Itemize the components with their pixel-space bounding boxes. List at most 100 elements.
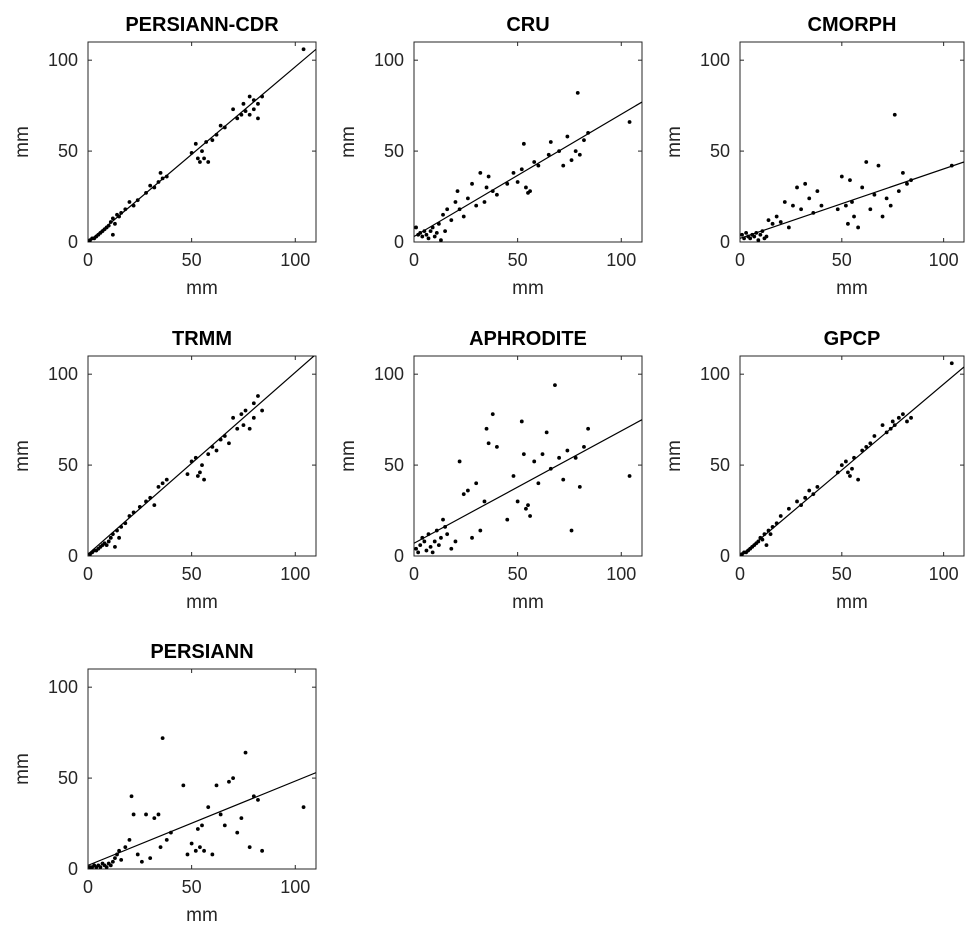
data-point (570, 158, 574, 162)
x-tick-label: 100 (280, 877, 310, 897)
data-point (844, 460, 848, 464)
data-point (628, 474, 632, 478)
chart-title: PERSIANN-CDR (125, 14, 279, 36)
data-point (787, 507, 791, 511)
data-point (885, 196, 889, 200)
data-point (769, 532, 773, 536)
data-point (418, 231, 422, 235)
data-point (235, 427, 239, 431)
data-point (873, 193, 877, 197)
data-point (791, 204, 795, 208)
data-point (470, 182, 474, 186)
data-point (260, 95, 264, 99)
data-point (128, 200, 132, 204)
data-point (252, 794, 256, 798)
data-point (578, 485, 582, 489)
data-point (474, 204, 478, 208)
data-point (414, 547, 418, 551)
data-point (547, 153, 551, 157)
data-point (152, 816, 156, 820)
data-point (740, 233, 744, 237)
data-point (767, 218, 771, 222)
data-point (505, 182, 509, 186)
data-point (478, 529, 482, 533)
x-tick-label: 50 (508, 564, 528, 584)
data-point (181, 783, 185, 787)
data-point (565, 135, 569, 139)
data-point (582, 445, 586, 449)
data-point (901, 412, 905, 416)
x-tick-label: 100 (280, 250, 310, 270)
y-tick-label: 50 (384, 455, 404, 475)
data-point (427, 532, 431, 536)
data-point (524, 186, 528, 190)
y-axis-label: mm (664, 440, 685, 472)
plot-frame (740, 42, 964, 242)
data-point (582, 138, 586, 142)
x-tick-label: 0 (409, 564, 419, 584)
y-tick-label: 0 (68, 859, 78, 879)
data-point (811, 211, 815, 215)
data-point (909, 416, 913, 420)
data-point (115, 853, 119, 857)
data-point (576, 91, 580, 95)
chart-panel: 0 50 100050100TRMMmmmm (12, 328, 316, 613)
data-point (128, 514, 132, 518)
data-point (302, 47, 306, 51)
data-point (561, 478, 565, 482)
data-point (893, 113, 897, 117)
data-point (850, 200, 854, 204)
data-point (196, 156, 200, 160)
data-point (227, 780, 231, 784)
data-point (219, 124, 223, 128)
data-point (763, 532, 767, 536)
data-point (868, 441, 872, 445)
data-point (541, 452, 545, 456)
data-point (852, 456, 856, 460)
data-point (111, 860, 115, 864)
data-point (117, 849, 121, 853)
data-point (111, 532, 115, 536)
data-point (775, 521, 779, 525)
x-tick-label: 100 (280, 564, 310, 584)
data-point (429, 545, 433, 549)
x-tick-label: 50 (182, 877, 202, 897)
data-point (860, 186, 864, 190)
y-tick-label: 100 (48, 364, 78, 384)
data-point (864, 160, 868, 164)
data-point (248, 845, 252, 849)
data-point (107, 224, 111, 228)
x-axis-label: mm (512, 278, 544, 299)
data-point (561, 164, 565, 168)
data-point (252, 416, 256, 420)
data-point (227, 441, 231, 445)
data-point (420, 536, 424, 540)
data-point (795, 186, 799, 190)
data-point (248, 113, 252, 117)
data-point (761, 538, 765, 542)
data-point (483, 500, 487, 504)
data-point (223, 434, 227, 438)
x-tick-label: 0 (409, 250, 419, 270)
data-point (881, 423, 885, 427)
data-point (803, 182, 807, 186)
data-point (427, 236, 431, 240)
data-point (462, 215, 466, 219)
data-point (109, 863, 113, 867)
data-point (485, 427, 489, 431)
data-point (836, 470, 840, 474)
data-point (528, 514, 532, 518)
y-tick-label: 0 (394, 546, 404, 566)
data-point (897, 416, 901, 420)
data-point (443, 525, 447, 529)
data-point (219, 438, 223, 442)
data-point (775, 215, 779, 219)
data-point (950, 164, 954, 168)
data-point (856, 226, 860, 230)
data-point (215, 133, 219, 137)
data-point (206, 160, 210, 164)
data-point (799, 207, 803, 211)
data-point (474, 481, 478, 485)
data-point (765, 235, 769, 239)
data-point (578, 153, 582, 157)
